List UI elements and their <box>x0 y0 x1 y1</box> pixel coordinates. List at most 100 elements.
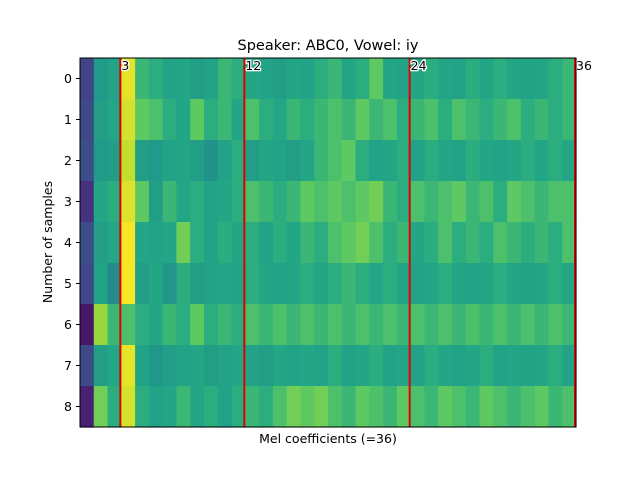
chart-title: Speaker: ABC0, Vowel: iy <box>238 38 419 54</box>
heatmap-cell <box>341 222 357 264</box>
heatmap-cell <box>452 345 467 387</box>
heatmap-cell <box>93 140 109 182</box>
heatmap-cell <box>355 386 370 428</box>
heatmap-cell <box>176 140 191 182</box>
heatmap-cell <box>286 263 302 305</box>
heatmap-cell <box>562 140 577 182</box>
heatmap-cell <box>231 263 246 305</box>
heatmap-cell <box>272 58 288 100</box>
heatmap-cell <box>300 263 315 305</box>
heatmap-cell <box>204 304 219 346</box>
y-tick-label: 7 <box>64 358 72 373</box>
heatmap-cell <box>272 181 288 223</box>
heatmap-cell <box>162 304 178 346</box>
heatmap-cell <box>479 345 494 387</box>
heatmap-cell <box>424 263 439 305</box>
heatmap-cell <box>204 140 219 182</box>
heatmap-cell <box>300 304 315 346</box>
heatmap-cell <box>217 222 233 264</box>
heatmap-cell <box>245 345 260 387</box>
heatmap-cell <box>534 99 550 141</box>
heatmap-cell <box>121 99 136 141</box>
heatmap-cell <box>204 263 219 305</box>
heatmap-cell <box>80 99 95 141</box>
heatmap-cell <box>520 304 536 346</box>
heatmap-cell <box>245 58 260 100</box>
heatmap-cell <box>410 222 426 264</box>
heatmap-cell <box>272 263 288 305</box>
heatmap-cell <box>272 386 288 428</box>
heatmap-cell <box>176 304 191 346</box>
heatmap-cell <box>369 222 384 264</box>
heatmap-cell <box>162 181 178 223</box>
heatmap-cell <box>204 181 219 223</box>
heatmap-cell <box>135 222 150 264</box>
heatmap-cell <box>410 140 426 182</box>
heatmap-cell <box>562 58 577 100</box>
heatmap-cell <box>135 181 150 223</box>
heatmap-cell <box>217 181 233 223</box>
heatmap-cell <box>259 304 274 346</box>
heatmap-cells <box>80 58 577 428</box>
heatmap-cell <box>286 181 302 223</box>
heatmap-cell <box>438 263 453 305</box>
heatmap-cell <box>148 222 164 264</box>
heatmap-cell <box>272 345 288 387</box>
heatmap-cell <box>534 345 550 387</box>
heatmap-cell <box>355 222 370 264</box>
heatmap-cell <box>80 345 95 387</box>
heatmap-cell <box>314 99 329 141</box>
heatmap-cell <box>107 345 122 387</box>
heatmap-cell <box>534 181 550 223</box>
heatmap-cell <box>190 263 205 305</box>
heatmap-cell <box>190 386 205 428</box>
heatmap-cell <box>162 345 178 387</box>
heatmap-cell <box>204 345 219 387</box>
heatmap-cell <box>396 304 412 346</box>
heatmap-cell <box>190 222 205 264</box>
heatmap-cell <box>259 345 274 387</box>
heatmap-cell <box>562 386 577 428</box>
heatmap-cell <box>272 222 288 264</box>
heatmap-cell <box>300 140 315 182</box>
heatmap-cell <box>245 304 260 346</box>
heatmap-cell <box>383 345 398 387</box>
heatmap-cell <box>479 58 494 100</box>
heatmap-cell <box>176 58 191 100</box>
heatmap-cell <box>148 58 164 100</box>
heatmap-cell <box>369 386 384 428</box>
heatmap-cell <box>328 222 343 264</box>
heatmap-cell <box>355 345 370 387</box>
heatmap-cell <box>479 263 494 305</box>
marker-label-24: 24 <box>411 58 427 73</box>
heatmap-cell <box>548 140 563 182</box>
heatmap-cell <box>121 386 136 428</box>
heatmap-cell <box>396 345 412 387</box>
heatmap-cell <box>231 386 246 428</box>
heatmap-cell <box>107 304 122 346</box>
heatmap-cell <box>479 99 494 141</box>
heatmap-cell <box>341 345 357 387</box>
heatmap-cell <box>176 181 191 223</box>
heatmap-cell <box>272 304 288 346</box>
heatmap-cell <box>93 58 109 100</box>
heatmap-cell <box>493 304 508 346</box>
heatmap-cell <box>438 345 453 387</box>
heatmap-cell <box>300 99 315 141</box>
heatmap-cell <box>121 222 136 264</box>
heatmap-cell <box>121 345 136 387</box>
heatmap-cell <box>204 222 219 264</box>
heatmap-cell <box>176 263 191 305</box>
heatmap-cell <box>107 140 122 182</box>
heatmap-cell <box>534 222 550 264</box>
heatmap-cell <box>548 99 563 141</box>
heatmap-cell <box>355 99 370 141</box>
heatmap-cell <box>341 386 357 428</box>
heatmap-cell <box>493 99 508 141</box>
heatmap-cell <box>231 304 246 346</box>
heatmap-cell <box>80 222 95 264</box>
heatmap-cell <box>534 263 550 305</box>
heatmap-cell <box>452 99 467 141</box>
heatmap-cell <box>190 181 205 223</box>
heatmap-cell <box>341 140 357 182</box>
